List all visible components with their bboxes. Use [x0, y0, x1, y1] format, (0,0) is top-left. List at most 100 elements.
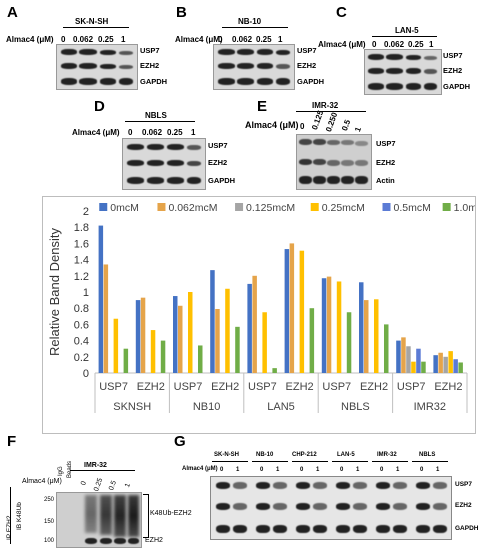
- g-line-0: SK-N-SH: [214, 452, 239, 458]
- dose-d-3: 1: [191, 128, 196, 137]
- y-tick-label: 1.8: [74, 222, 89, 234]
- row-label-d-gapdh: GAPDH: [208, 176, 236, 185]
- cell-line-label-f: IMR-32: [84, 462, 107, 469]
- g-band-1-2-0: [256, 525, 270, 533]
- g-band-0-0-1: [233, 482, 247, 489]
- y-axis-label: Relative Band Density: [47, 228, 62, 356]
- bar-0-8: [396, 340, 401, 373]
- y-tick-label: 1.4: [74, 255, 89, 267]
- g-dose-1-1: 1: [276, 467, 280, 473]
- dose-a-2: 0.25: [98, 35, 114, 44]
- dose-e-3: 0.5: [340, 118, 353, 133]
- g-line-2: CHP-212: [292, 452, 317, 458]
- blot-c: [364, 49, 442, 95]
- bar-3-3: [225, 288, 230, 373]
- legend-label-1: 0.062mcM: [168, 202, 217, 214]
- g-dose-4-1: 1: [396, 467, 400, 473]
- dose-e-4: 1: [353, 125, 363, 134]
- x-tick-label: USP7: [397, 381, 426, 393]
- y-tick-label: 1.6: [74, 238, 89, 250]
- blot-d: [122, 138, 206, 190]
- bar-3-4: [262, 312, 267, 373]
- bar-0-2: [173, 296, 178, 373]
- bar-1-2: [178, 305, 183, 373]
- legend-swatch-5: [442, 203, 451, 211]
- lane-f-0: 0: [80, 480, 88, 487]
- row-label-c-usp7: USP7: [443, 51, 463, 60]
- g-band-4-0-0: [376, 482, 390, 489]
- bar-1-9: [438, 352, 443, 373]
- group-label: NBLS: [341, 401, 370, 413]
- g-dose-0-1: 1: [236, 467, 240, 473]
- bar-3-0: [113, 318, 119, 373]
- row-label-a-ezh2: EZH2: [140, 61, 160, 70]
- row-label-c-gapdh: GAPDH: [443, 82, 471, 91]
- y-tick-label: 0.4: [74, 336, 89, 348]
- lane-f-025: 0.25: [93, 477, 105, 493]
- bar-0-4: [247, 283, 252, 373]
- g-band-3-0-1: [353, 482, 367, 489]
- row-label-b-usp7: USP7: [297, 46, 317, 55]
- panel-label-a: A: [7, 4, 18, 21]
- dose-d-0: 0: [128, 128, 133, 137]
- g-band-3-2-1: [353, 525, 367, 533]
- bar-2-9: [443, 356, 448, 373]
- g-band-5-1-1: [433, 503, 447, 510]
- bar-5-4: [272, 368, 277, 373]
- cell-line-label-a: SK-N-SH: [75, 17, 109, 26]
- bar-1-4: [252, 275, 257, 373]
- g-dose-2-0: 0: [300, 467, 304, 473]
- cell-line-label-e: IMR-32: [312, 101, 339, 110]
- group-label: LAN5: [267, 401, 295, 413]
- blot-a: [56, 44, 138, 90]
- legend-label-0: 0mcM: [110, 202, 139, 214]
- g-band-0-0-0: [216, 482, 230, 489]
- dose-c-1: 0.062: [384, 40, 405, 49]
- treatment-label-g: Almac4 (μM): [182, 466, 218, 472]
- dose-b-0: 0: [218, 35, 223, 44]
- blot-b: [213, 44, 295, 90]
- dose-b-2: 0.25: [256, 35, 272, 44]
- g-dose-3-0: 0: [340, 467, 344, 473]
- bracket-label-f: K48Ub-EZH2: [150, 510, 192, 517]
- row-label-d-usp7: USP7: [208, 141, 228, 150]
- row-label-b-gapdh: GAPDH: [297, 77, 325, 86]
- panel-label-d: D: [94, 98, 105, 115]
- x-tick-label: USP7: [322, 381, 351, 393]
- g-dose-2-1: 1: [316, 467, 320, 473]
- dose-e-1: 0.125: [310, 109, 326, 132]
- bar-3-7: [374, 299, 379, 373]
- bar-5-7: [384, 324, 389, 373]
- x-tick-label: USP7: [174, 381, 203, 393]
- legend-swatch-1: [157, 203, 166, 211]
- dose-e-0: 0: [300, 122, 305, 131]
- treatment-label-d: Almac4 (μM): [72, 128, 120, 137]
- bar-1-1: [140, 297, 146, 373]
- g-band-2-1-1: [313, 503, 327, 510]
- x-tick-label: USP7: [99, 381, 128, 393]
- treatment-label-a: Almac4 (μM): [6, 35, 54, 44]
- blot-f: [56, 492, 142, 548]
- bar-3-5: [299, 250, 305, 373]
- bar-0-5: [284, 249, 290, 373]
- g-band-5-2-1: [433, 525, 447, 533]
- bar-chart-svg: 0 0.2 0.4 0.6 0.8 1 1.2 1.4 1.6 1.8 2 Relative Band…: [47, 202, 480, 413]
- row-label-c-ezh2: EZH2: [443, 66, 463, 75]
- g-band-4-0-1: [393, 482, 407, 489]
- dose-b-1: 0.062: [232, 35, 253, 44]
- bar-5-5: [309, 308, 315, 373]
- cell-line-label-b: NB-10: [238, 17, 262, 26]
- y-tick-label: 1.2: [74, 271, 89, 283]
- group-label: SKNSH: [113, 401, 151, 413]
- g-band-5-0-0: [416, 482, 430, 489]
- bar-4-8: [416, 348, 421, 373]
- x-tick-label: EZH2: [211, 381, 239, 393]
- g-dose-5-1: 1: [436, 467, 440, 473]
- g-band-4-2-1: [393, 525, 407, 533]
- x-tick-label: EZH2: [434, 381, 462, 393]
- bar-4-9: [453, 359, 458, 373]
- ezh2-label-f: EZH2: [145, 537, 163, 544]
- blot-g: [210, 476, 452, 540]
- g-band-3-1-0: [336, 503, 350, 510]
- g-line-5: NBLS: [419, 452, 436, 458]
